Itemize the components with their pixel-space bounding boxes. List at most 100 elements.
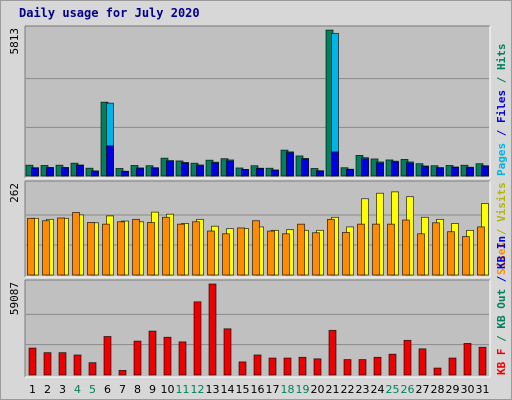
bar-sites: [222, 233, 230, 276]
bar-kbytes: [463, 343, 472, 376]
bar-files: [271, 169, 279, 177]
bar-kbytes: [148, 330, 157, 376]
x-tick-label: 10: [161, 383, 175, 396]
bar-kbytes: [448, 357, 457, 376]
bar-files: [481, 165, 489, 177]
x-tick-label: 21: [326, 383, 340, 396]
series-legend-label: KB F / KB Out / KB In: [495, 236, 508, 375]
bar-sites: [237, 227, 245, 276]
bar-sites: [192, 221, 200, 276]
x-tick-label: 19: [296, 383, 310, 396]
bar-files: [451, 167, 459, 177]
bar-kbytes: [43, 352, 52, 376]
x-tick-label: 20: [311, 383, 325, 396]
legend-label-part: KB In: [495, 236, 508, 269]
legend-label-part: /: [495, 70, 508, 90]
y-max-label: 262: [8, 183, 21, 203]
bar-sites: [477, 226, 485, 276]
x-tick-label: 14: [221, 383, 235, 396]
bar-files: [151, 167, 159, 177]
bar-kbytes: [193, 301, 202, 376]
bar-kbytes: [433, 367, 442, 376]
bar-files: [166, 161, 174, 177]
panel-background: [25, 26, 490, 178]
bar-files: [256, 168, 264, 177]
bar-sites: [132, 218, 140, 276]
bar-sites: [417, 233, 425, 276]
bar-files: [301, 158, 309, 177]
bar-kbytes: [343, 359, 352, 376]
bar-sites: [342, 232, 350, 276]
bar-sites: [312, 232, 320, 276]
bar-files: [331, 151, 339, 177]
bar-kbytes: [403, 339, 412, 376]
legend-label-part: Hits: [495, 44, 508, 71]
bar-kbytes: [478, 346, 487, 376]
bar-sites: [372, 223, 380, 276]
bar-sites: [72, 212, 80, 276]
bar-files: [136, 167, 144, 177]
bar-kbytes: [28, 347, 37, 376]
bar-sites: [117, 221, 125, 276]
bar-sites: [102, 223, 110, 276]
bar-files: [376, 162, 384, 177]
bar-kbytes: [88, 362, 97, 376]
x-tick-label: 4: [74, 383, 81, 396]
legend-label-part: KB F: [495, 349, 508, 376]
bar-kbytes: [178, 341, 187, 376]
x-tick-label: 27: [416, 383, 430, 396]
x-tick-label: 5: [89, 383, 96, 396]
bar-kbytes: [268, 357, 277, 376]
x-tick-label: 13: [206, 383, 220, 396]
panel-hits_files_pages: 5813 Pages / Files / Hits: [8, 25, 508, 179]
bar-files: [226, 160, 234, 177]
x-tick-label: 24: [371, 383, 385, 396]
x-axis: 1 2 3 4 5 6 7 8 9 10 11 12 13 14 15 16 17 18 19 20 21 22 23 24 2…: [29, 383, 490, 396]
bar-files: [31, 167, 39, 177]
bar-sites: [252, 220, 260, 276]
x-tick-label: 9: [149, 383, 156, 396]
bar-sites: [357, 223, 365, 276]
bar-files: [76, 165, 84, 177]
bar-kbytes: [58, 352, 67, 376]
bar-kbytes: [238, 361, 247, 376]
bar-kbytes: [418, 348, 427, 376]
bar-files: [466, 167, 474, 177]
bar-files: [61, 167, 69, 177]
bar-sites: [402, 219, 410, 276]
bar-sites: [447, 231, 455, 276]
x-tick-label: 8: [134, 383, 141, 396]
legend-label-part: Files: [495, 90, 508, 123]
panel-kbytes: 59087 KB F / KB Out / KB In: [8, 236, 508, 378]
bar-kbytes: [118, 369, 127, 376]
y-max-label: 59087: [8, 282, 21, 315]
chart-title: Daily usage for July 2020: [19, 6, 200, 20]
bar-kbytes: [388, 353, 397, 376]
x-tick-label: 7: [119, 383, 126, 396]
bar-files: [346, 169, 354, 177]
bar-sites: [282, 233, 290, 276]
bar-sites: [267, 230, 275, 276]
bar-files: [121, 171, 129, 177]
bar-files: [196, 165, 204, 177]
bar-sites: [297, 223, 305, 276]
bar-sites: [162, 216, 170, 276]
bar-kbytes: [133, 340, 142, 376]
bar-files: [91, 170, 99, 177]
bar-sites: [87, 222, 95, 276]
x-tick-label: 17: [266, 383, 280, 396]
bar-files: [181, 162, 189, 177]
x-tick-label: 29: [446, 383, 460, 396]
x-tick-label: 16: [251, 383, 265, 396]
x-tick-label: 3: [59, 383, 66, 396]
x-tick-label: 30: [461, 383, 475, 396]
bar-sites: [57, 217, 65, 276]
legend-label-part: Pages: [495, 143, 508, 176]
bar-kbytes: [208, 283, 217, 376]
bar-files: [241, 169, 249, 177]
legend-label-part: /: [495, 222, 508, 242]
bar-kbytes: [328, 329, 337, 376]
bar-files: [361, 158, 369, 177]
x-tick-label: 23: [356, 383, 370, 396]
